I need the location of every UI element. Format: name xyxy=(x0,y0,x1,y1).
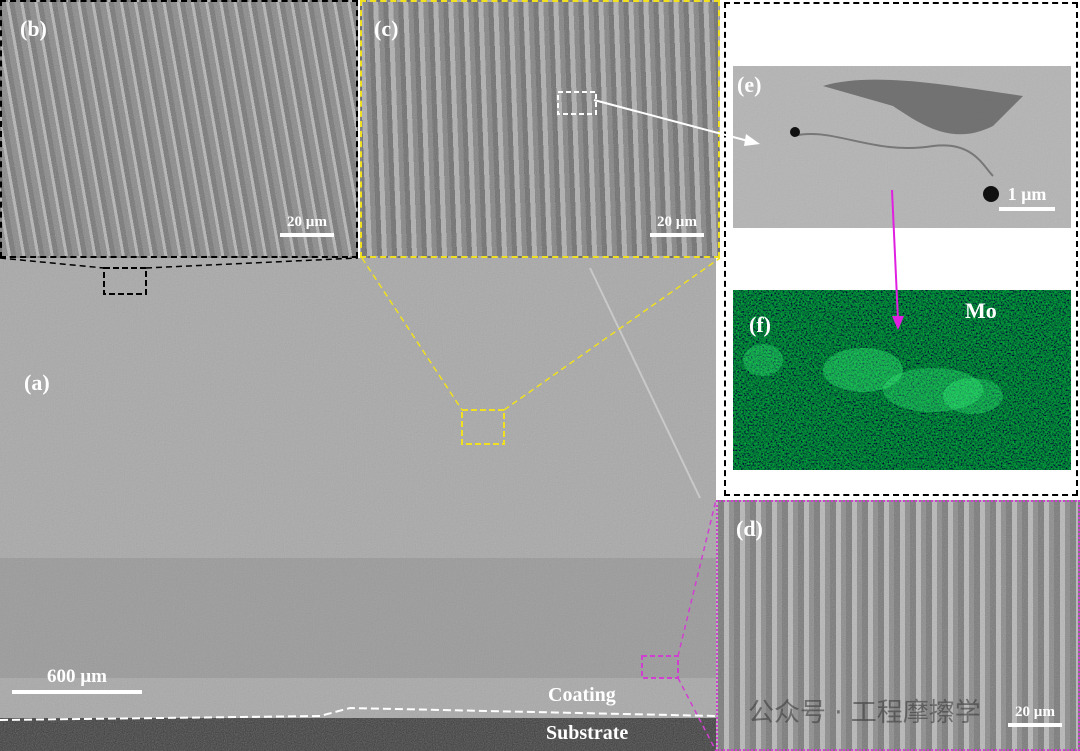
element-label: Mo xyxy=(965,298,997,323)
substrate-label: Substrate xyxy=(546,722,629,744)
panel-c-micrograph: (c) 20 µm xyxy=(360,0,720,258)
scale-bar-text: 1 µm xyxy=(1007,184,1047,204)
panel-e-label: (e) xyxy=(737,72,762,97)
watermark: 公众号 · 工程摩擦学 xyxy=(748,698,981,728)
panel-a-scale-bar: 600 µm xyxy=(12,666,142,694)
panel-f-mo-map: (f) Mo xyxy=(733,290,1071,470)
panel-d-label: (d) xyxy=(736,516,763,541)
panel-c-scale-bar: 20 µm xyxy=(650,214,704,237)
panel-f-label: (f) xyxy=(749,312,771,337)
panel-a-label: (a) xyxy=(24,370,50,395)
coating-label: Coating xyxy=(548,684,616,706)
panel-b-micrograph: (b) 20 µm xyxy=(0,0,358,258)
panel-e-f-frame: (e) 1 µm (f) Mo xyxy=(724,2,1078,496)
panel-b-label: (b) xyxy=(20,16,47,41)
scale-bar-text: 20 µm xyxy=(1015,704,1055,720)
scale-bar-text: 600 µm xyxy=(46,666,108,687)
panel-e-scale-bar: 1 µm xyxy=(999,184,1055,211)
panel-d-micrograph: (d) 20 µm 公众号 · 工程摩擦学 xyxy=(716,500,1080,751)
substrate-region xyxy=(0,718,716,751)
scale-bar-text: 20 µm xyxy=(287,214,327,230)
panel-e-micrograph: (e) 1 µm xyxy=(733,66,1071,228)
panel-b-scale-bar: 20 µm xyxy=(280,214,334,237)
panel-c-label: (c) xyxy=(374,16,399,41)
panel-a-micrograph: (a) 600 µm Coating Substrate xyxy=(0,258,716,751)
scale-bar-text: 20 µm xyxy=(657,214,697,230)
panel-d-scale-bar: 20 µm xyxy=(1008,704,1062,727)
